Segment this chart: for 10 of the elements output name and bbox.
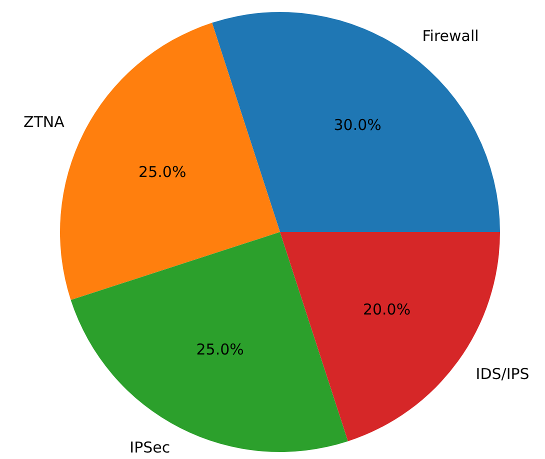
slice-label: IPSec bbox=[130, 438, 170, 457]
pie-slice bbox=[70, 232, 348, 452]
data-label: 30.0% bbox=[334, 116, 382, 134]
data-label: 25.0% bbox=[196, 340, 244, 359]
pie-slice bbox=[212, 12, 500, 232]
slice-label: IDS/IPS bbox=[476, 365, 530, 384]
slice-label: Firewall bbox=[422, 27, 479, 46]
slice-label: ZTNA bbox=[23, 113, 66, 132]
data-label: 20.0% bbox=[362, 300, 411, 319]
data-label: 25.0% bbox=[138, 163, 186, 182]
